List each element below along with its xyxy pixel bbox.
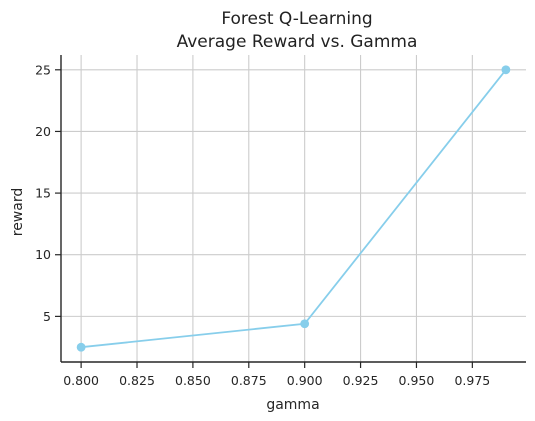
x-tick-label: 0.800: [63, 373, 99, 388]
x-tick-label: 0.850: [175, 373, 211, 388]
data-point: [76, 342, 86, 352]
x-tick-label: 0.925: [343, 373, 379, 388]
grid-lines: [61, 55, 526, 362]
y-tick-label: 10: [35, 247, 51, 262]
x-tick-label: 0.975: [454, 373, 490, 388]
x-axis-label: gamma: [266, 397, 319, 413]
series-line: [81, 69, 507, 349]
y-tick-label: 20: [35, 124, 51, 139]
axes-spines: [60, 55, 526, 363]
chart-title-line-1: Forest Q-Learning: [221, 9, 372, 29]
x-tick-label: 0.825: [119, 373, 155, 388]
y-tick-label: 15: [35, 186, 51, 201]
x-tick-label: 0.875: [231, 373, 267, 388]
y-axis-ticks: 5 10 15 20 25: [35, 62, 61, 324]
data-point: [300, 319, 310, 329]
series-layer: [76, 65, 511, 352]
chart-title-line-2: Average Reward vs. Gamma: [177, 32, 418, 52]
x-tick-label: 0.900: [287, 373, 323, 388]
y-tick-label: 25: [35, 62, 51, 77]
y-axis-label: reward: [10, 188, 26, 237]
x-tick-label: 0.950: [399, 373, 435, 388]
x-axis-ticks: 0.800 0.825 0.850 0.875 0.900 0.925 0.950 0.975: [63, 362, 490, 388]
data-point: [501, 65, 511, 75]
y-tick-label: 5: [43, 309, 51, 324]
